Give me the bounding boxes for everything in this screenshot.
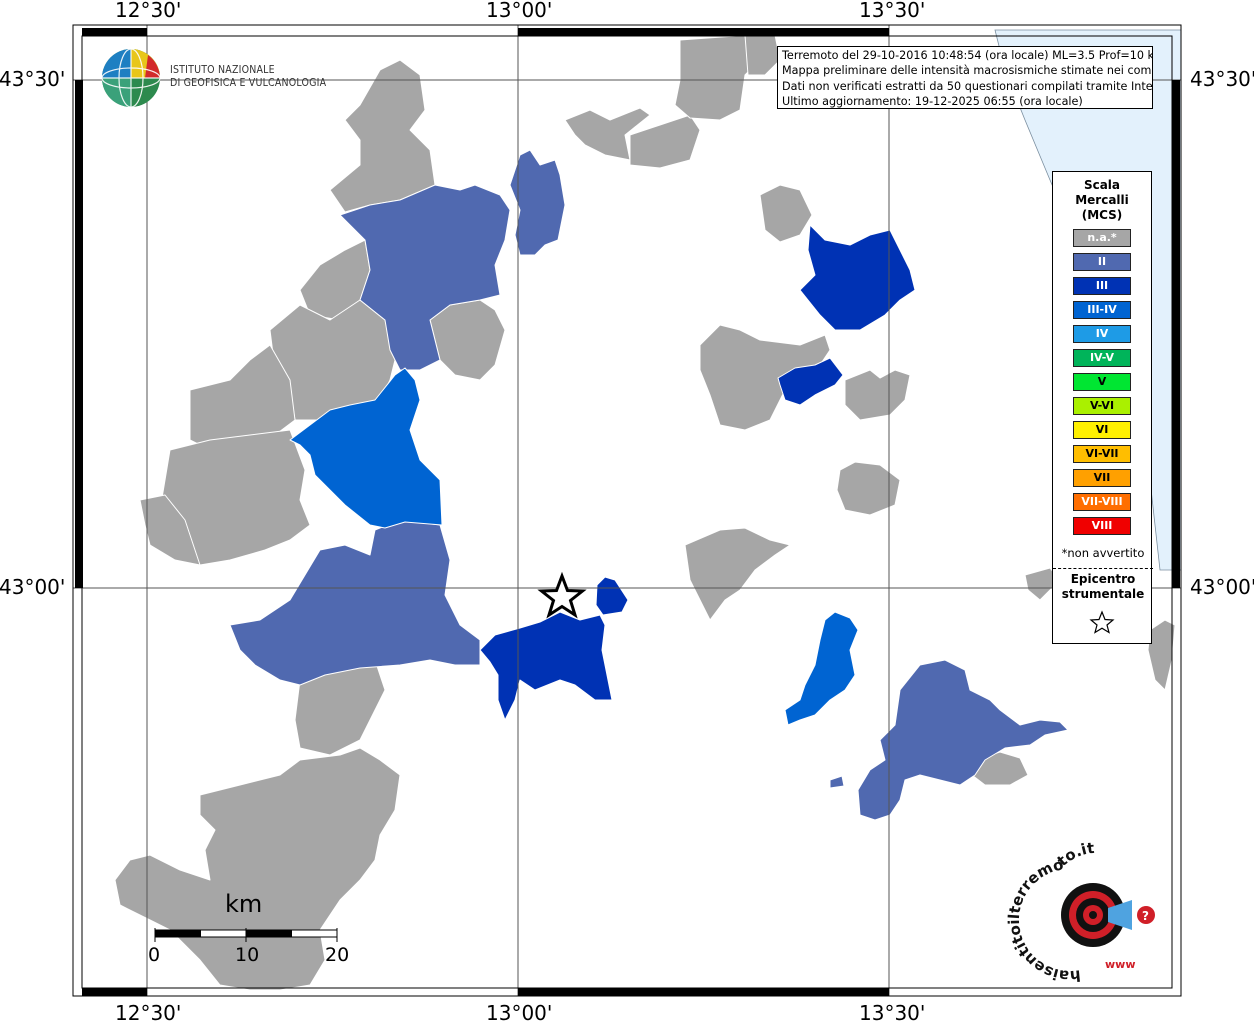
info-line-1: Terremoto del 29-10-2016 10:48:54 (ora l… [782,49,1153,62]
lat-label-left-4300: 43°00' [0,575,66,599]
legend-swatch: III [1073,277,1131,295]
star-icon [1089,610,1115,634]
municipality-II [829,775,845,789]
info-line-2: Mappa preliminare delle intensità macros… [782,64,1153,78]
lon-label-top-1230: 12°30' [115,0,182,22]
legend-swatch: V [1073,373,1131,391]
hsit-text: haisentitoilterremoto.it [1005,839,1095,985]
municipality-III-IV [289,367,443,529]
lat-label-right-4300: 43°00' [1190,575,1254,599]
lon-label-top-1330: 13°30' [859,0,926,22]
scale-tick-20: 20 [325,944,350,966]
municipality-na [139,494,201,566]
hsit-logo-icon: ? [1061,883,1155,947]
municipality-na [629,114,701,169]
ingv-logo-icon [101,48,161,108]
municipality-na [1147,619,1176,691]
legend-title: Scala Mercalli (MCS) [1053,178,1151,223]
legend-swatch: VIII [1073,517,1131,535]
ingv-logo-text: ISTITUTO NAZIONALE DI GEOFISICA E VULCAN… [170,64,326,90]
scale-tick-10: 10 [235,944,260,966]
scale-bar [154,928,338,942]
municipality-na [684,527,791,621]
municipality-II [339,184,511,371]
legend-swatch: V-VI [1073,397,1131,415]
legend-swatch: VI-VII [1073,445,1131,463]
ingv-line1: ISTITUTO NAZIONALE [170,64,275,76]
ingv-line2: DI GEOFISICA E VULCANOLOGIA [170,77,327,89]
municipality-II [857,659,1069,821]
legend-title-2: Mercalli [1075,193,1129,207]
municipality-na [836,461,901,516]
legend-swatch: IV [1073,325,1131,343]
legend-swatch: n.a.* [1073,229,1131,247]
legend-swatch: VII-VIII [1073,493,1131,511]
lon-label-top-1300: 13°00' [486,0,553,22]
info-line-4: Ultimo aggiornamento: 19-12-2025 06:55 (… [782,95,1083,109]
lon-label-bottom-1230: 12°30' [115,1001,182,1025]
municipality-na [844,369,911,421]
event-info-box: Terremoto del 29-10-2016 10:48:54 (ora l… [777,46,1153,109]
legend-swatch: IV-V [1073,349,1131,367]
legend-epicentre-line2: strumentale [1061,587,1145,601]
municipality-na [564,107,651,161]
svg-text:?: ? [1142,909,1149,923]
svg-text:haisentitoilterremoto.it: haisentitoilterremoto.it [1005,839,1095,985]
municipality-III [799,224,916,331]
scale-unit: km [225,890,263,918]
legend-epicentre-line1: Epicentro [1070,572,1136,586]
municipality-II [229,519,481,686]
lon-label-bottom-1300: 13°00' [486,1001,553,1025]
legend-epicentre-label: Epicentro strumentale [1053,572,1153,602]
epicentre-star-icon [537,571,587,619]
lat-label-right-4330: 43°30' [1190,67,1254,91]
legend-swatch: VII [1073,469,1131,487]
municipality-III [595,576,629,616]
municipality-na [971,751,1029,786]
municipality-II [509,149,566,256]
scale-tick-0: 0 [148,944,161,966]
lon-label-bottom-1330: 13°30' [859,1001,926,1025]
legend-title-3: (MCS) [1081,208,1123,222]
legend-swatch: VI [1073,421,1131,439]
municipality-na [759,184,813,243]
mcs-legend: Scala Mercalli (MCS) n.a.* II III III-IV IV I… [1052,171,1153,644]
lat-label-left-4330: 43°30' [0,67,66,91]
municipality-III-IV [784,611,859,726]
legend-note: *non avvertito [1061,546,1145,560]
legend-separator [1053,568,1153,569]
legend-swatch: III-IV [1073,301,1131,319]
legend-swatch: II [1073,253,1131,271]
legend-title-1: Scala [1083,178,1121,192]
municipality-III [479,611,613,721]
municipality-III [777,357,844,406]
info-line-3: Dati non verificati estratti da 50 quest… [782,79,1153,93]
hsit-www: www [1105,958,1136,971]
